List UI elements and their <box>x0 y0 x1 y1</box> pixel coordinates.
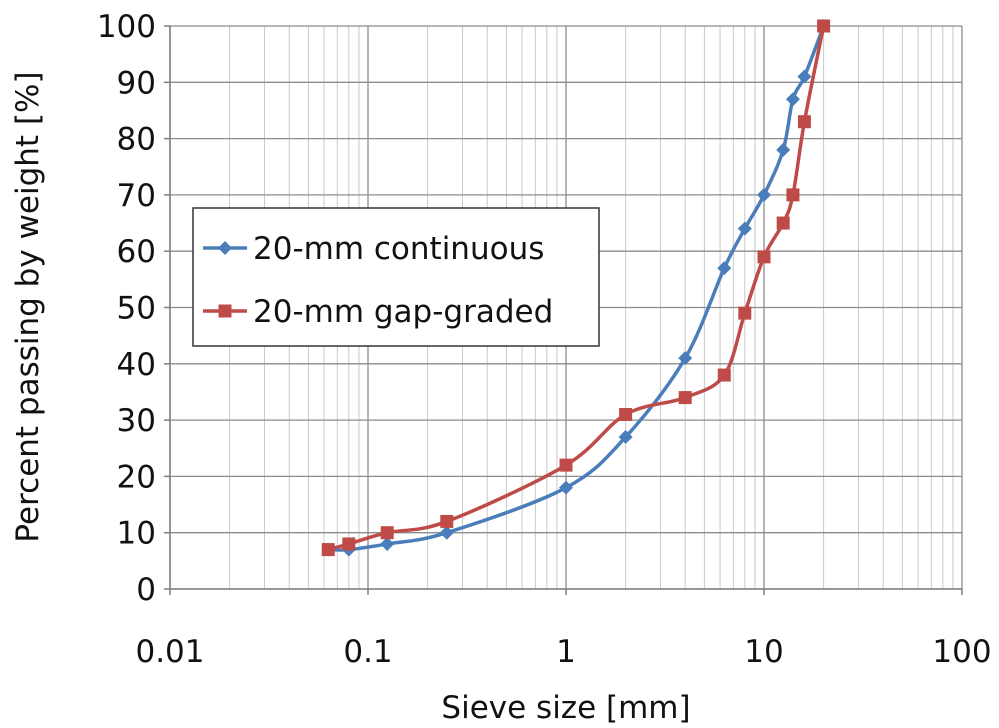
y-tick-label: 30 <box>117 403 156 439</box>
data-point <box>785 92 800 107</box>
y-axis-title: Percent passing by weight [%] <box>10 71 46 542</box>
y-tick-label: 100 <box>97 9 156 45</box>
y-tick-label: 80 <box>117 122 156 158</box>
x-tick-label: 10 <box>744 634 783 670</box>
legend-label: 20-mm continuous <box>253 231 544 267</box>
data-series <box>321 19 831 557</box>
data-point <box>439 525 454 540</box>
data-point <box>619 407 633 421</box>
data-point <box>342 537 356 551</box>
x-tick-label: 0.01 <box>135 634 204 670</box>
data-point <box>678 391 692 405</box>
series-line <box>328 25 826 552</box>
y-tick-label: 0 <box>136 572 156 608</box>
x-tick-label: 100 <box>932 634 991 670</box>
data-point <box>757 187 771 202</box>
data-point <box>321 543 335 557</box>
data-point <box>737 221 752 236</box>
x-tick-label: 0.1 <box>343 634 392 670</box>
data-point <box>440 514 454 528</box>
data-point <box>559 480 573 495</box>
axes <box>164 25 963 595</box>
y-tick-label: 20 <box>117 459 156 495</box>
data-point <box>797 69 812 84</box>
y-tick-label: 10 <box>117 516 156 552</box>
legend: 20-mm continuous 20-mm gap-graded <box>192 207 600 347</box>
x-tick-label: 1 <box>556 634 576 670</box>
x-axis-title: Sieve size [mm] <box>441 690 690 726</box>
data-point <box>380 536 395 551</box>
data-point <box>380 526 394 540</box>
legend-marker <box>218 241 232 255</box>
legend-label: 20-mm gap-graded <box>253 294 553 330</box>
y-tick-label: 90 <box>117 65 156 101</box>
legend-box <box>192 207 600 347</box>
data-point <box>817 19 831 33</box>
data-point <box>757 250 771 264</box>
data-point <box>786 188 800 202</box>
data-point <box>717 368 731 382</box>
data-point <box>717 261 732 276</box>
data-point <box>776 142 791 157</box>
y-tick-label: 50 <box>117 291 156 327</box>
y-tick-label: 70 <box>117 178 156 214</box>
data-point <box>678 351 693 366</box>
y-tick-label: 40 <box>117 347 156 383</box>
data-point <box>618 429 633 444</box>
data-point <box>559 458 573 472</box>
tick-labels: 0 10 20 30 40 50 60 70 80 90 100 0.01 0.1 1 10 100 <box>97 9 992 670</box>
data-point <box>738 306 752 320</box>
y-tick-label: 60 <box>117 234 156 270</box>
legend-marker <box>218 304 232 318</box>
series-gap-graded <box>321 19 831 557</box>
data-point <box>797 115 811 129</box>
data-point <box>776 216 790 230</box>
